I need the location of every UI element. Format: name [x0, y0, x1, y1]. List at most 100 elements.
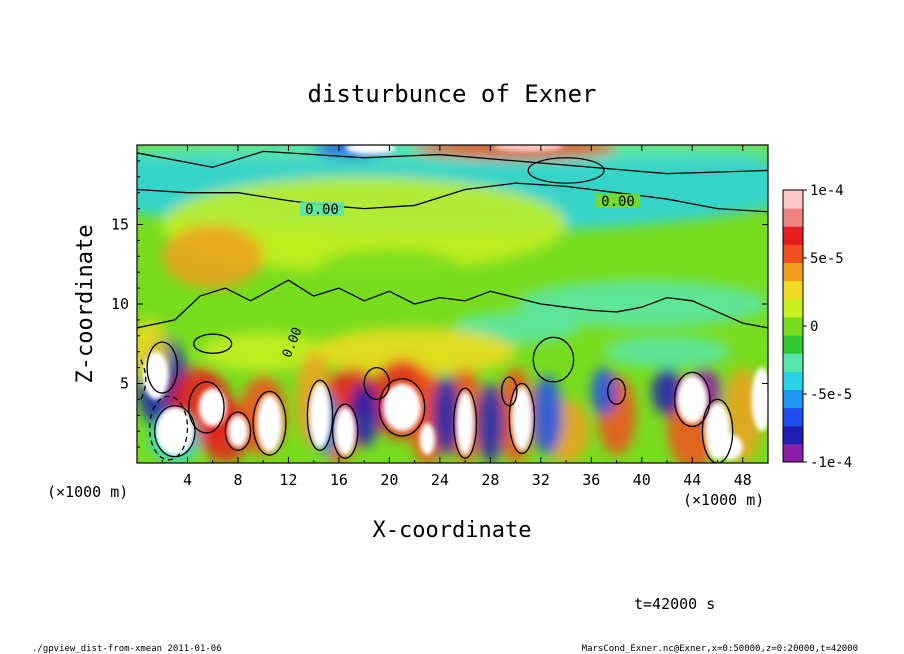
colorbar-label: 0: [810, 319, 818, 335]
y-tick-label: 15: [111, 216, 129, 234]
y-axis: 5 10 15: [111, 160, 768, 448]
x-tick-label: 12: [279, 471, 297, 489]
contour-loop: [188, 381, 225, 434]
colorbar-label: -1e-4: [810, 455, 852, 471]
contour-zero-upper: [137, 182, 768, 213]
colorbar-swatch: [783, 389, 803, 409]
x-unit-label-right: (×1000 m): [683, 491, 764, 509]
x-axis-label: X-coordinate: [373, 518, 532, 543]
saturated-core: [256, 394, 283, 452]
saturated-core: [677, 375, 708, 424]
contour-loop: [453, 387, 478, 459]
contour-loop: [331, 403, 359, 459]
colorbar-swatch: [783, 316, 803, 336]
field-blob: [414, 145, 617, 160]
x-tick-label: 20: [380, 471, 398, 489]
x-tick-label: 24: [431, 471, 449, 489]
field-blob: [591, 367, 617, 416]
x-tick-label: 28: [481, 471, 499, 489]
field-blob: [432, 375, 461, 456]
x-tick-label: 40: [633, 471, 651, 489]
x-tick-label: 16: [330, 471, 348, 489]
footer-right: MarsCond_Exner.nc@Exner,x=0:50000,z=0:20…: [582, 644, 858, 654]
saturated-core: [143, 351, 169, 400]
field-blob: [162, 224, 264, 289]
x-tick-label: 8: [233, 471, 242, 489]
x-axis: 4 8 12 16 20 24 28 32 36 40 44 48: [136, 145, 769, 489]
chart-title: disturbunce of Exner: [308, 80, 597, 108]
x-tick-label: 32: [532, 471, 550, 489]
field-blob: [313, 248, 466, 297]
saturated-core: [309, 383, 331, 448]
contour-mid: [137, 279, 768, 329]
colorbar-swatch: [783, 407, 803, 427]
colorbar: 1e-4 5e-5 0 -5e-5 -1e-4: [782, 183, 852, 471]
x-tick-label: 36: [582, 471, 600, 489]
contour-loop: [501, 376, 518, 407]
contour-lines: [137, 150, 768, 463]
contour-loop: [252, 390, 287, 456]
colorbar-swatch: [783, 190, 803, 209]
field-blob: [651, 367, 683, 416]
colorbar-swatch: [783, 371, 803, 390]
colorbar-swatch: [783, 443, 803, 463]
contour-loop: [363, 366, 391, 401]
colorbar-swatch: [783, 262, 803, 282]
y-axis-label: Z-coordinate: [73, 225, 98, 384]
field-blob: [532, 375, 563, 456]
colorbar-swatch: [783, 208, 803, 227]
contour-loop: [146, 341, 179, 394]
contour-loop: [306, 379, 334, 451]
contour-negative: [140, 359, 147, 400]
saturated-core: [419, 423, 435, 456]
colorbar-swatch: [783, 226, 803, 245]
heatmap-field: [137, 145, 768, 463]
colorbar-label: 1e-4: [810, 183, 844, 199]
field-blob: [603, 335, 731, 368]
x-tick-label: 44: [683, 471, 701, 489]
colorbar-swatch: [783, 353, 803, 372]
x-unit-label: (×1000 m): [47, 483, 128, 501]
saturated-core: [511, 386, 533, 451]
contour-loop: [508, 382, 536, 455]
field-blob: [313, 327, 516, 376]
contour-loop: [193, 333, 233, 354]
contour-label-2: 0.00: [601, 194, 635, 210]
saturated-core: [155, 407, 194, 456]
field-blob: [476, 383, 505, 463]
colorbar-swatch: [783, 425, 803, 445]
colorbar-label: 5e-5: [810, 251, 844, 267]
saturated-core: [198, 388, 227, 427]
field-blob: [349, 383, 380, 448]
x-tick-label: 48: [734, 471, 752, 489]
saturated-core: [456, 391, 474, 456]
time-label: t=42000 s: [634, 595, 715, 613]
contour-label-1: 0.00: [305, 202, 339, 218]
contour-loop: [607, 378, 627, 405]
field-blob: [515, 280, 768, 328]
contour-loop: [532, 336, 575, 383]
colorbar-swatch: [783, 298, 803, 318]
colorbar-label: -5e-5: [810, 387, 852, 403]
saturated-core: [227, 415, 249, 448]
field-cores: [143, 145, 768, 460]
y-tick-label: 5: [120, 375, 129, 393]
contour-top: [137, 150, 768, 175]
y-tick-label: 10: [111, 295, 129, 313]
contour-loop: [154, 405, 196, 458]
saturated-core: [751, 367, 768, 432]
contour-negative: [148, 395, 189, 461]
field-blob: [162, 176, 567, 273]
footer-left: ./gpview_dist-from-xmean 2011-01-06: [32, 644, 222, 654]
colorbar-swatch: [783, 335, 803, 354]
saturated-core: [345, 145, 396, 155]
contour-labels: 0.00 0.00 0.00: [280, 194, 640, 360]
contour-loop: [224, 411, 252, 451]
x-tick-label: 4: [183, 471, 192, 489]
saturated-core: [493, 145, 564, 152]
colorbar-swatch: [783, 244, 803, 264]
saturated-core: [335, 407, 356, 456]
contour-loop: [673, 371, 711, 428]
contour-loop: [378, 378, 426, 437]
